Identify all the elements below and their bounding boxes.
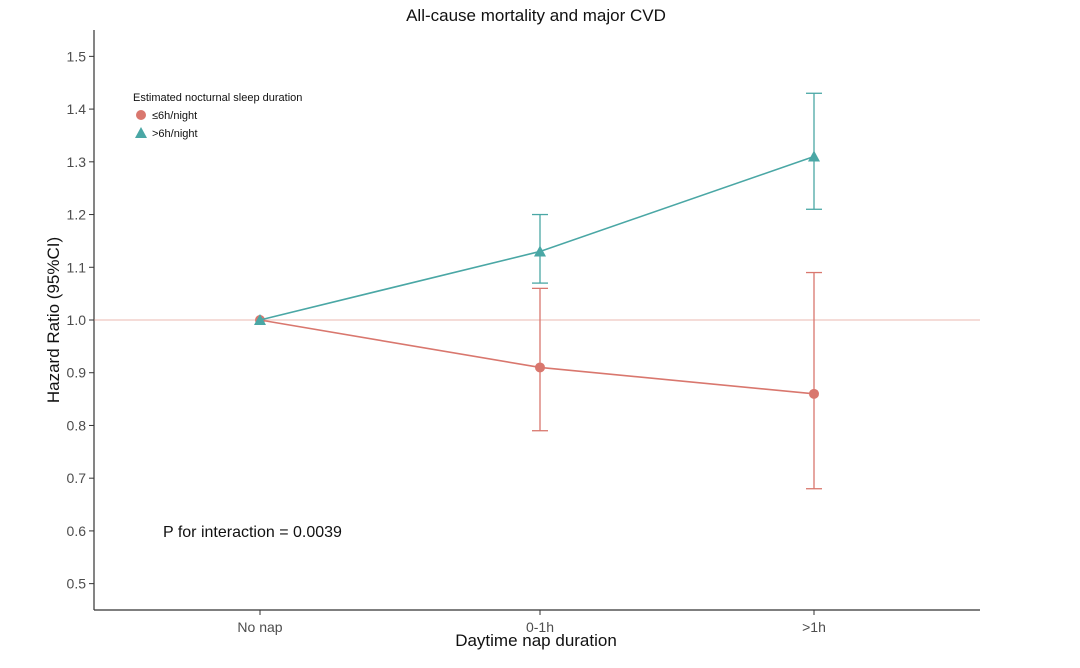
chart-title: All-cause mortality and major CVD — [406, 6, 666, 25]
x-tick-label: 0-1h — [526, 619, 554, 635]
legend-item-gt6h: >6h/night — [135, 127, 198, 140]
y-tick-label: 0.7 — [67, 470, 87, 486]
y-tick-label: 0.9 — [67, 365, 87, 381]
y-tick-label: 0.5 — [67, 576, 87, 592]
plot-area: 0.5 0.6 0.7 0.8 0.9 1.0 1.1 1.2 1.3 1.4 1.5 No nap… — [67, 30, 980, 635]
series-layer — [254, 92, 822, 490]
legend-item-le6h: ≤6h/night — [136, 110, 197, 122]
x-tick-label: No nap — [237, 619, 282, 635]
legend-triangle-marker — [135, 127, 147, 138]
legend-label-gt6h: >6h/night — [152, 128, 198, 140]
series-line — [259, 319, 815, 395]
data-point — [534, 245, 546, 257]
y-tick-label: 1.1 — [67, 259, 87, 275]
y-tick-label: 0.8 — [67, 417, 87, 433]
x-axis-ticks: No nap 0-1h >1h — [237, 610, 826, 635]
y-axis-ticks: 0.5 0.6 0.7 0.8 0.9 1.0 1.1 1.2 1.3 1.4 1.5 — [67, 48, 94, 592]
y-tick-label: 1.2 — [67, 207, 87, 223]
y-tick-label: 1.3 — [67, 154, 87, 170]
y-axis-title: Hazard Ratio (95%CI) — [44, 237, 63, 403]
y-tick-label: 0.6 — [67, 523, 87, 539]
series-line — [259, 155, 815, 321]
y-tick-label: 1.4 — [67, 101, 87, 117]
data-point — [535, 362, 545, 373]
x-axis-title: Daytime nap duration — [455, 631, 617, 650]
data-point — [809, 388, 819, 399]
x-tick-label: >1h — [802, 619, 826, 635]
y-tick-label: 1.5 — [67, 48, 87, 64]
series-gt6h — [254, 92, 822, 325]
legend: Estimated nocturnal sleep duration ≤6h/n… — [133, 92, 302, 140]
p-interaction-annotation: P for interaction = 0.0039 — [163, 524, 342, 541]
legend-label-le6h: ≤6h/night — [152, 110, 197, 122]
series-le6h — [255, 271, 822, 490]
legend-title: Estimated nocturnal sleep duration — [133, 92, 302, 104]
y-tick-label: 1.0 — [67, 312, 87, 328]
legend-circle-marker — [136, 110, 146, 120]
data-point — [808, 150, 820, 162]
data-point — [254, 314, 266, 325]
